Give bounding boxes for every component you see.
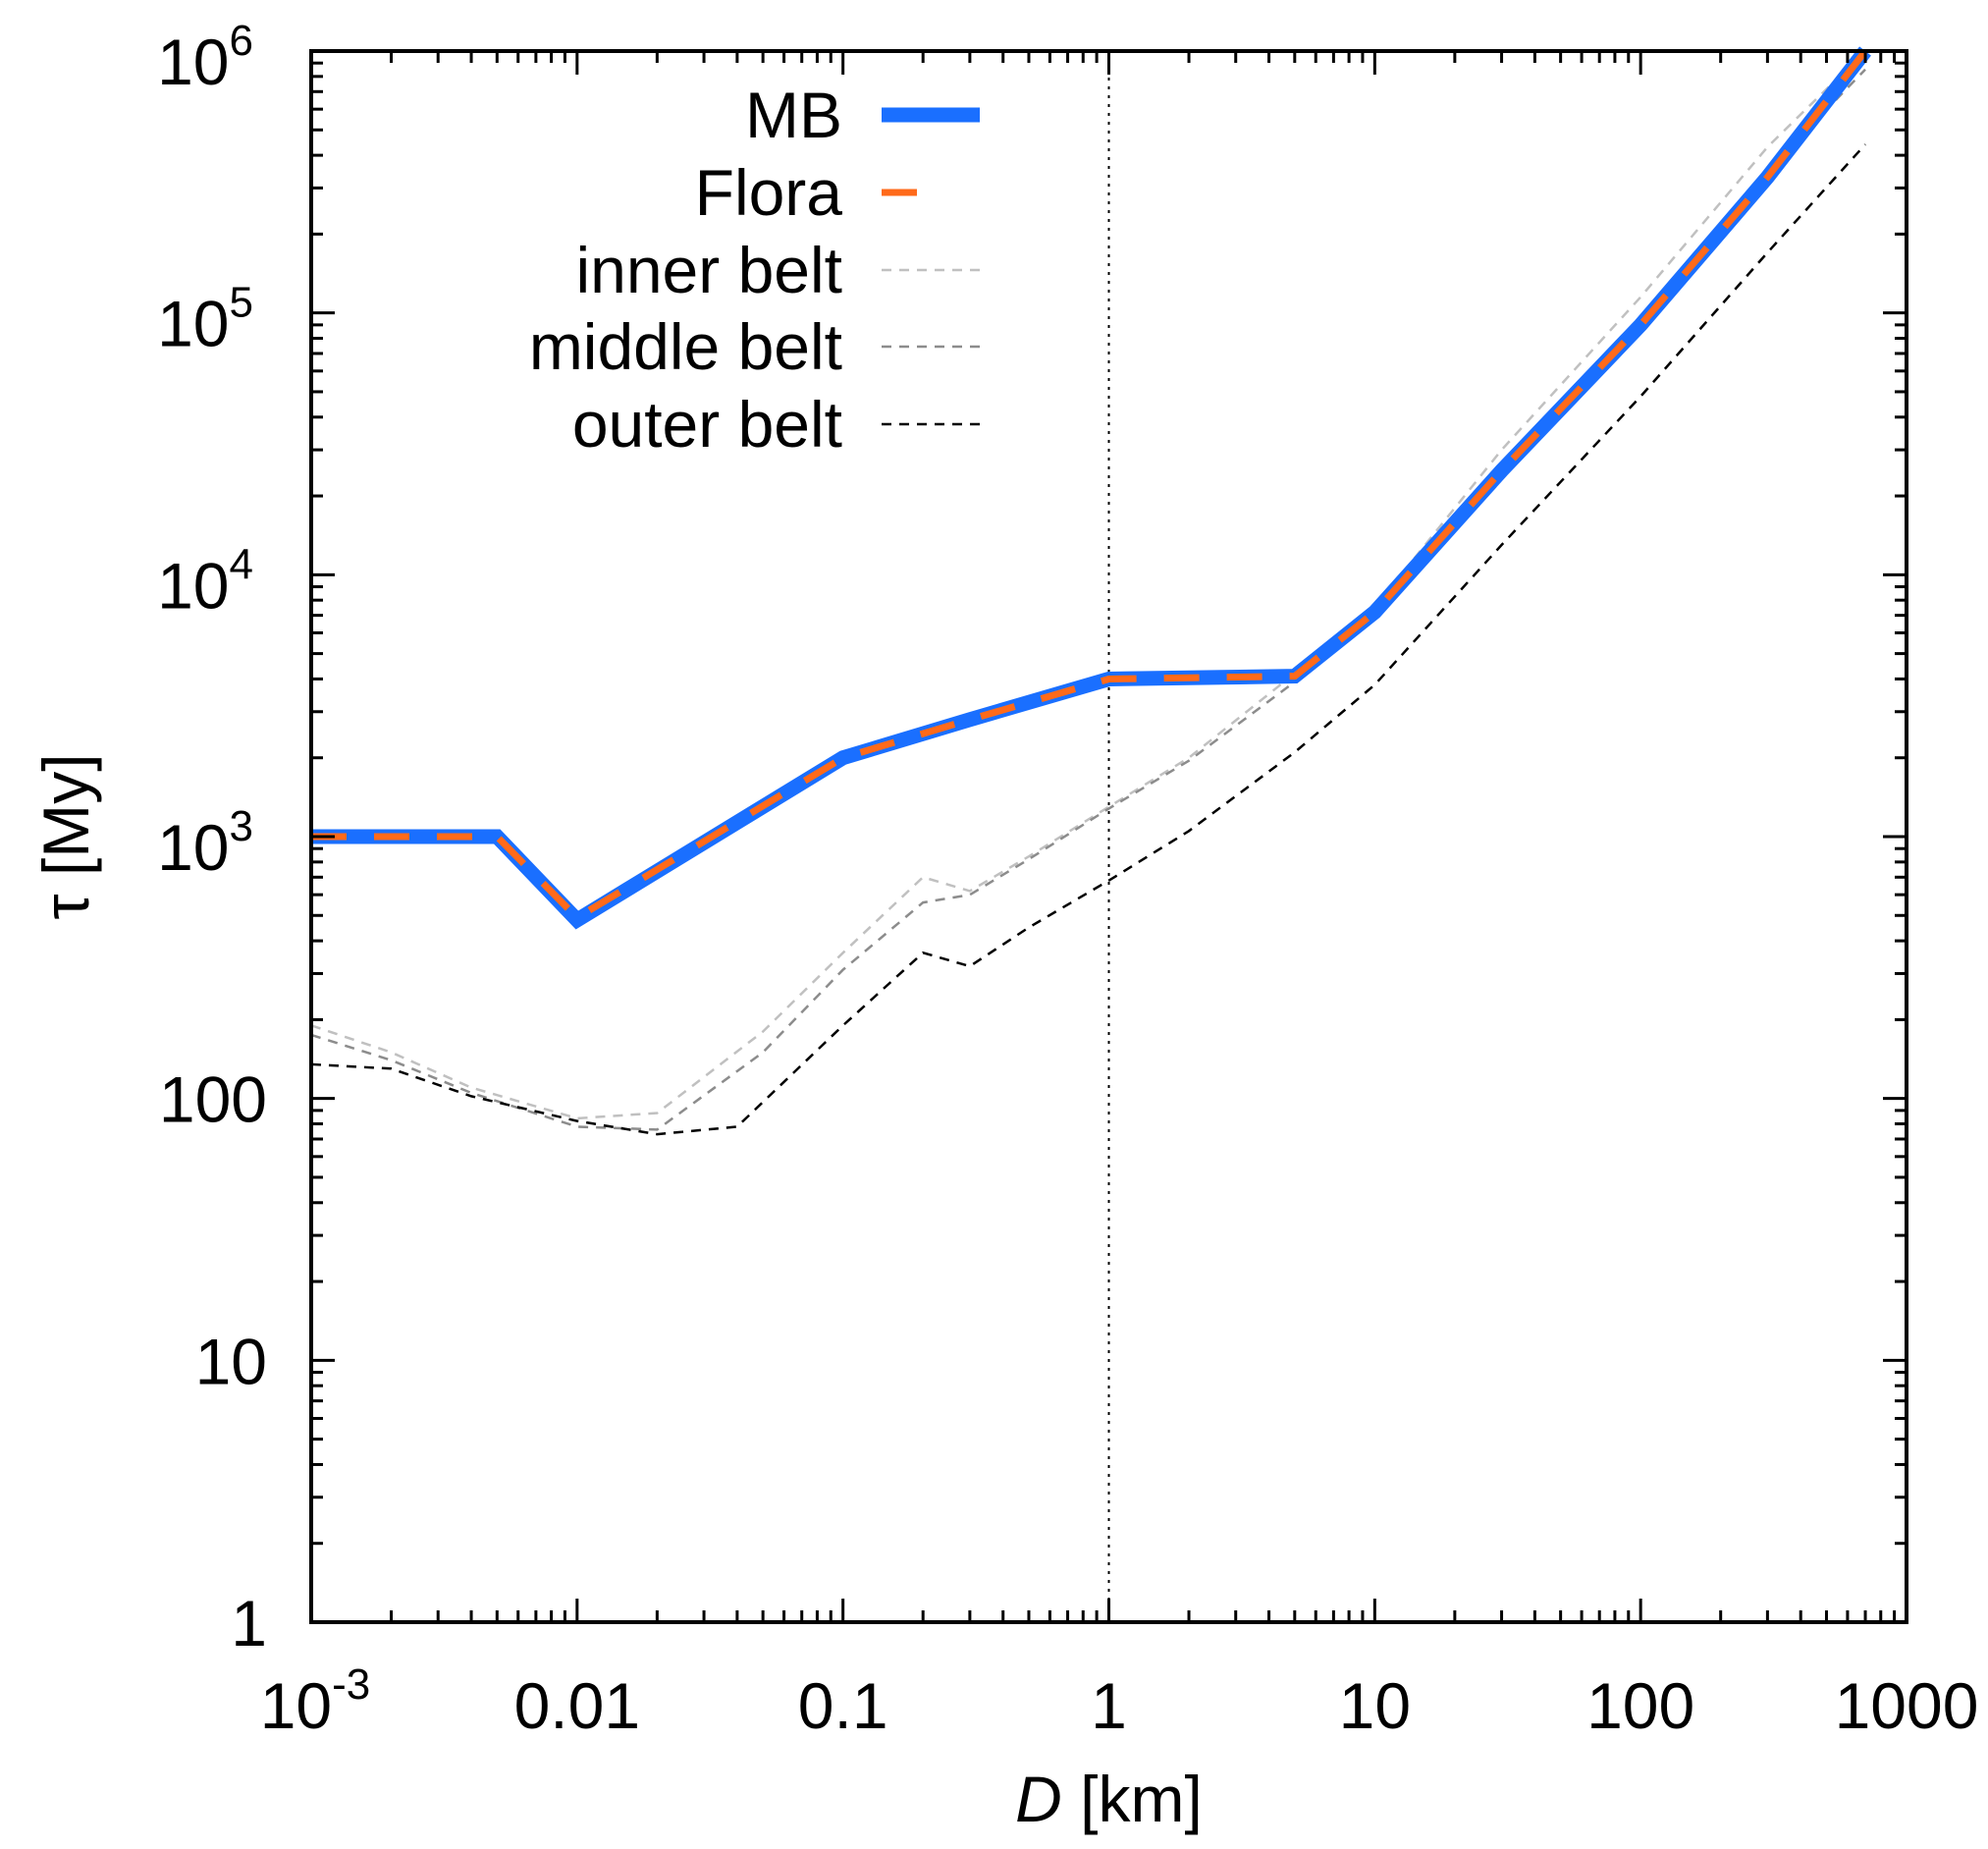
series-lines [310, 46, 1871, 1136]
series-line-inner-belt [310, 50, 1866, 1120]
legend-label-flora: Flora [695, 156, 843, 229]
y-tick-label: 106 [157, 17, 253, 98]
series-line-outer-belt [310, 143, 1866, 1136]
tick-exponent: 6 [230, 17, 253, 65]
legend-label-outer-belt: outer belt [572, 388, 842, 461]
y-tick-label: 105 [157, 279, 253, 360]
x-tick-label: 0.01 [514, 1669, 640, 1742]
x-tick-label: 10 [1339, 1669, 1411, 1742]
x-tick-label: 0.1 [798, 1669, 888, 1742]
tick-exponent: -3 [332, 1660, 370, 1709]
y-tick-label: 104 [157, 540, 253, 622]
legend-label-middle-belt: middle belt [529, 310, 842, 383]
axis-ticks [309, 51, 1908, 1624]
legend-swatches [882, 107, 980, 426]
x-tick-labels: 10-3 0.01 0.1 1 10 100 1000 [260, 1660, 1979, 1742]
legend: MB Flora inner belt middle belt outer be… [529, 79, 980, 461]
tick-exponent: 3 [230, 802, 253, 850]
x-axis-unit: [km] [1062, 1763, 1203, 1835]
y-axis-title: τ [My] [29, 753, 102, 919]
x-tick-label: 1000 [1835, 1669, 1979, 1742]
tick-exponent: 5 [230, 279, 253, 327]
x-tick-label: 10-3 [260, 1660, 371, 1742]
tick-base: 10 [157, 549, 229, 622]
tick-exponent: 4 [230, 540, 253, 588]
series-line-middle-belt [310, 68, 1866, 1131]
legend-label-inner-belt: inner belt [575, 234, 842, 306]
tick-base: 10 [157, 288, 229, 360]
x-axis-variable: D [1015, 1763, 1062, 1835]
y-tick-label: 103 [157, 802, 253, 884]
legend-label-mb: MB [745, 79, 842, 151]
tick-base: 10 [157, 811, 229, 884]
y-tick-label: 1 [231, 1587, 267, 1659]
tick-base: 10 [260, 1669, 332, 1742]
tick-base: 10 [157, 26, 229, 98]
y-tick-label: 100 [159, 1063, 267, 1136]
series-line-flora [311, 48, 1868, 922]
x-tick-label: 1 [1091, 1669, 1127, 1742]
series-line-mb [311, 46, 1871, 930]
x-tick-label: 100 [1586, 1669, 1694, 1742]
y-tick-label: 10 [195, 1325, 267, 1397]
x-axis-title: D [km] [1015, 1763, 1203, 1835]
